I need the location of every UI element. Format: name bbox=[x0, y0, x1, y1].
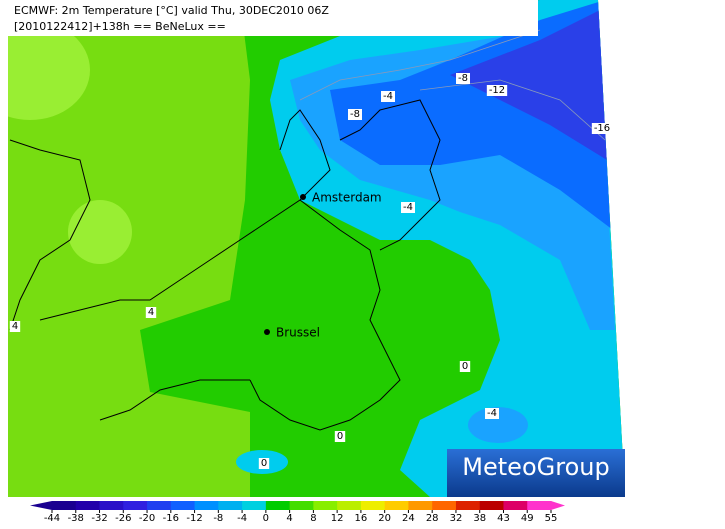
colorbar-tick-label: 55 bbox=[545, 513, 558, 524]
colorbar-segment bbox=[408, 501, 433, 510]
colorbar-tick-label: -38 bbox=[68, 513, 84, 524]
colorbar-segment bbox=[337, 501, 362, 510]
contour-label-box bbox=[591, 123, 613, 134]
header-box bbox=[8, 0, 538, 36]
colorbar-segment bbox=[218, 501, 243, 510]
contour-label-box bbox=[258, 458, 270, 469]
colorbar-segment bbox=[194, 501, 219, 510]
contour-label: -4 bbox=[403, 202, 413, 213]
contour-label: 4 bbox=[148, 307, 154, 318]
contour-label: -12 bbox=[489, 85, 505, 96]
city-label: Amsterdam bbox=[312, 191, 382, 205]
colorbar-tick-label: -4 bbox=[237, 513, 247, 524]
colorbar: -44 -38 -32 -26 -20 -16 -12 -8 -4 0 4 8 12 16 20 24 28 32… bbox=[30, 501, 565, 524]
header-title: ECMWF: 2m Temperature [°C] valid Thu, 30… bbox=[14, 4, 329, 17]
contour-label: 4 bbox=[12, 321, 18, 332]
colorbar-segment bbox=[313, 501, 338, 510]
colorbar-segment bbox=[384, 501, 409, 510]
colorbar-tick-label: 43 bbox=[497, 513, 510, 524]
colorbar-segment bbox=[503, 501, 528, 510]
colorbar-segment bbox=[289, 501, 314, 510]
contour-label-box bbox=[348, 109, 362, 120]
contour-label: -4 bbox=[383, 91, 393, 102]
contour-label-box bbox=[486, 85, 508, 96]
contour-label: -8 bbox=[458, 73, 468, 84]
logo-box bbox=[447, 449, 625, 497]
colorbar-segment bbox=[265, 501, 291, 510]
contour-label-box bbox=[9, 321, 21, 332]
colorbar-tick-label: -12 bbox=[186, 513, 202, 524]
contour-label: -4 bbox=[487, 408, 497, 419]
contour-label: 0 bbox=[261, 458, 267, 469]
colorbar-arrow bbox=[551, 501, 565, 510]
colorbar-tick-label: -16 bbox=[163, 513, 179, 524]
contour-label-box bbox=[334, 431, 346, 442]
colorbar-segment bbox=[75, 501, 101, 510]
colorbar-tick-label: 4 bbox=[286, 513, 292, 524]
logo: MeteoGroup bbox=[462, 453, 609, 481]
colorbar-segment bbox=[147, 501, 172, 510]
colorbar-tick-label: -8 bbox=[213, 513, 223, 524]
colorbar-tick-label: 49 bbox=[521, 513, 534, 524]
colorbar-tick-label: -44 bbox=[44, 513, 60, 524]
colorbar-tick-label: 24 bbox=[402, 513, 415, 524]
colorbar-segment bbox=[360, 501, 386, 510]
contour-label-box bbox=[145, 307, 157, 318]
colorbar-segment bbox=[479, 501, 504, 510]
colorbar-tick-label: 0 bbox=[263, 513, 269, 524]
colorbar-tick-label: 8 bbox=[310, 513, 316, 524]
colorbar-tick-label: 12 bbox=[331, 513, 344, 524]
colorbar-tick-label: 28 bbox=[426, 513, 439, 524]
contour-label: 0 bbox=[462, 361, 468, 372]
colorbar-segment bbox=[242, 501, 267, 510]
contour-label: -16 bbox=[594, 123, 610, 134]
header-run: [2010122412]+138h == BeNeLux == bbox=[14, 20, 226, 33]
colorbar-segment bbox=[527, 501, 552, 510]
colorbar-tick-label: -20 bbox=[139, 513, 155, 524]
colorbar-segment bbox=[432, 501, 457, 510]
city-label: Brussel bbox=[276, 326, 320, 340]
contour-label-box bbox=[459, 361, 471, 372]
contour-label-box bbox=[401, 202, 415, 213]
colorbar-segment bbox=[170, 501, 196, 510]
colorbar-segment bbox=[52, 501, 77, 510]
contour-label-box bbox=[485, 408, 499, 419]
colorbar-tick-label: 32 bbox=[450, 513, 463, 524]
colorbar-tick-label: 16 bbox=[355, 513, 368, 524]
colorbar-segment bbox=[455, 501, 481, 510]
map-field bbox=[8, 0, 625, 497]
colorbar-tick-label: 20 bbox=[378, 513, 391, 524]
city-dot bbox=[300, 194, 306, 200]
colorbar-arrow bbox=[30, 501, 52, 510]
colorbar-segment bbox=[99, 501, 124, 510]
colorbar-segment bbox=[123, 501, 148, 510]
contour-label: 0 bbox=[337, 431, 343, 442]
contour-label: -8 bbox=[350, 109, 360, 120]
contour-label-box bbox=[381, 91, 395, 102]
city-dot bbox=[264, 329, 270, 335]
colorbar-tick-label: -26 bbox=[115, 513, 131, 524]
colorbar-tick-label: 38 bbox=[473, 513, 486, 524]
colorbar-tick-label: -32 bbox=[91, 513, 107, 524]
contour-label-box bbox=[456, 73, 470, 84]
